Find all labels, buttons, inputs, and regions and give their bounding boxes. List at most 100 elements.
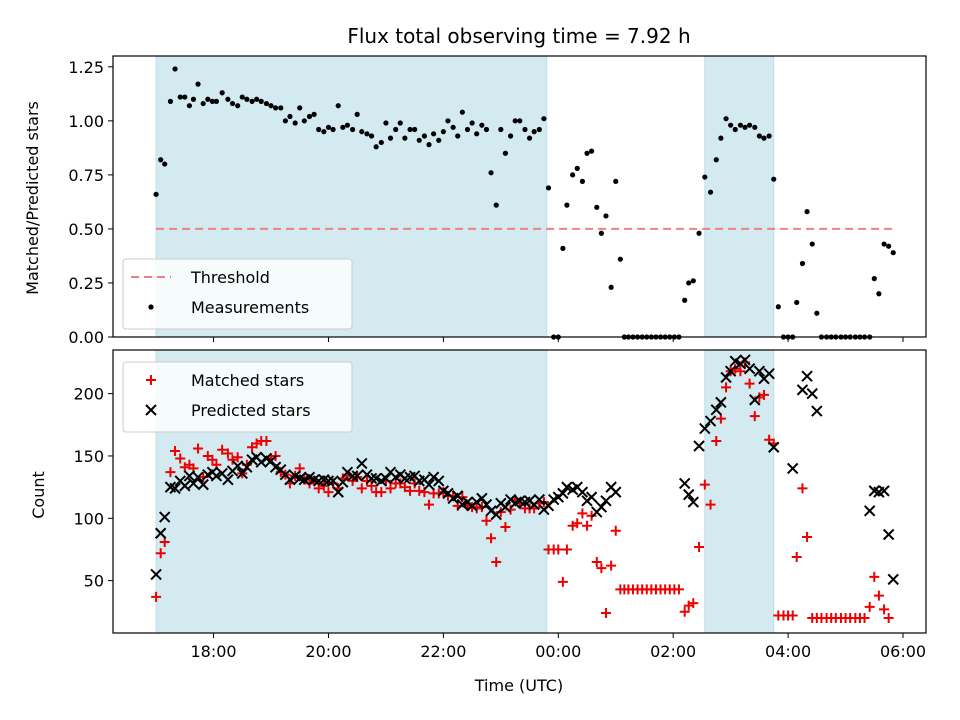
measurement-point	[205, 96, 211, 102]
measurement-point	[440, 129, 446, 135]
matched-star-point	[673, 584, 684, 595]
predicted-star-point	[595, 501, 608, 513]
legend-label: Measurements	[191, 298, 309, 317]
matched-star-point	[261, 436, 272, 447]
matched-star-point	[175, 453, 186, 464]
observing-window-band	[704, 55, 775, 338]
predicted-star-point	[179, 480, 191, 492]
predicted-star-point	[150, 568, 162, 581]
measurement-point	[373, 144, 379, 150]
predicted-star-point	[724, 365, 737, 377]
matched-star-point	[414, 485, 425, 496]
measurement-point	[690, 278, 696, 284]
predicted-star-point	[863, 505, 876, 517]
predicted-star-point	[265, 455, 277, 467]
matched-star-point	[486, 533, 497, 544]
measurement-point	[268, 103, 274, 109]
measurement-point	[306, 113, 313, 120]
measurement-point	[153, 191, 159, 197]
legend-label: Predicted stars	[191, 401, 311, 420]
predicted-star-point	[356, 457, 368, 470]
axes-frame	[112, 55, 927, 338]
legend: Threshold Measurements	[122, 258, 353, 330]
predicted-star-point	[499, 501, 512, 513]
measurement-point	[263, 100, 270, 107]
predicted-star-point	[255, 456, 267, 468]
matched-star-point	[553, 544, 564, 555]
bottom-y-axis-label: Count	[29, 471, 48, 519]
matched-star-point	[859, 613, 870, 624]
predicted-star-point	[576, 486, 589, 498]
matched-star-point	[879, 604, 890, 615]
measurement-point	[190, 96, 197, 102]
measurement-point	[325, 124, 332, 130]
y-tick-label: 0.75	[68, 166, 104, 185]
matched-star-point	[481, 515, 492, 526]
measurement-point	[608, 284, 614, 290]
measurement-point	[890, 250, 896, 256]
measurement-point	[574, 165, 580, 171]
predicted-star-point	[887, 573, 899, 586]
legend-label: Threshold	[190, 268, 270, 287]
predicted-star-point	[739, 354, 751, 366]
legend-box	[122, 361, 353, 433]
predicted-star-point	[682, 488, 695, 501]
measurement-point	[799, 260, 806, 267]
predicted-star-point	[704, 415, 717, 427]
measurement-point	[287, 113, 293, 120]
predicted-star-point	[796, 384, 809, 396]
matched-star-point	[744, 378, 755, 389]
matched-star-point	[787, 610, 798, 621]
measurement-point	[564, 202, 570, 208]
matched-star-point	[577, 508, 588, 519]
measurement-point	[464, 126, 471, 133]
top-y-axis-label: Matched/Predicted stars	[23, 101, 42, 295]
x-tick-label: 00:00	[535, 642, 581, 661]
matched-star-point	[873, 590, 884, 601]
measurement-point	[545, 185, 552, 191]
x-tick-label: 18:00	[190, 642, 236, 661]
measurement-point	[321, 129, 327, 135]
measurement-point	[397, 120, 403, 126]
y-tick-label: 0.00	[68, 328, 104, 347]
axes-frame	[112, 349, 927, 634]
measurement-point	[766, 133, 772, 139]
measurement-point	[594, 204, 600, 210]
predicted-star-point	[600, 495, 612, 507]
predicted-star-point	[763, 367, 775, 380]
matched-star-point	[758, 389, 769, 400]
matched-star-point	[405, 485, 416, 496]
matched-star-point	[399, 482, 410, 493]
predicted-star-point	[210, 470, 223, 482]
measurement-point	[273, 105, 279, 111]
measurement-point	[349, 126, 356, 133]
predicted-star-point	[710, 404, 722, 416]
x-tick-label: 04:00	[765, 642, 811, 661]
measurement-point	[809, 241, 815, 247]
measurement-point	[723, 116, 729, 122]
measurement-point	[871, 276, 877, 282]
measurement-point	[589, 148, 595, 154]
y-tick-label: 200	[73, 385, 104, 404]
chart-title: Flux total observing time = 7.92 h	[347, 24, 690, 48]
measurement-point	[707, 189, 714, 195]
y-tick-label: 1.00	[68, 112, 104, 131]
measurement-point	[297, 105, 303, 111]
predicted-star-point	[485, 505, 497, 517]
predicted-star-point	[365, 472, 378, 485]
measurement-point	[209, 98, 215, 104]
matched-star-point	[170, 445, 181, 456]
measurement-point	[359, 129, 365, 135]
predicted-star-point	[490, 508, 502, 521]
measurement-point	[436, 137, 442, 143]
measurement-point	[177, 94, 183, 100]
x-tick-label: 06:00	[880, 642, 926, 661]
predicted-star-point	[154, 527, 167, 539]
predicted-star-point	[322, 475, 335, 487]
measurement-point	[794, 299, 800, 306]
measurement-point	[488, 170, 494, 176]
measurement-point	[876, 291, 882, 297]
predicted-star-point	[351, 470, 363, 482]
measurement-point	[364, 131, 370, 137]
